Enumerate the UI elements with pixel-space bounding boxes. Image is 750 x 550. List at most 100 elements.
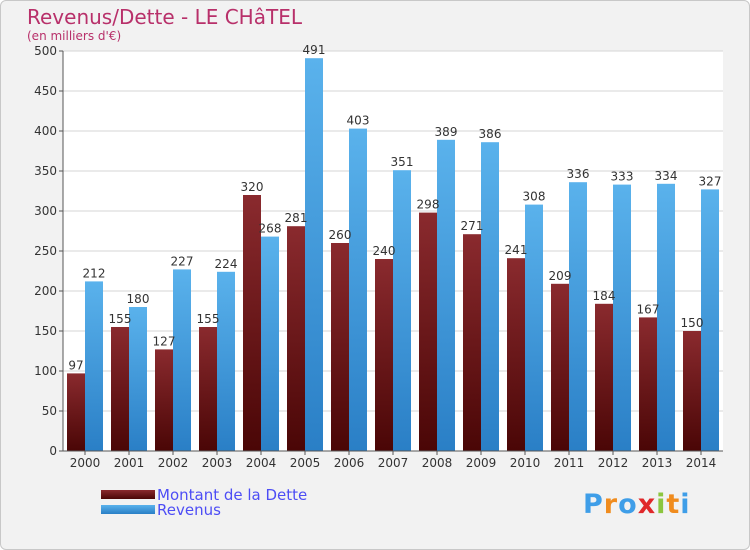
bar-revenus (173, 269, 191, 451)
x-tick-label: 2011 (554, 456, 585, 470)
bar-dette (111, 327, 129, 451)
logo-letter: i (680, 489, 691, 520)
x-tick-label: 2013 (642, 456, 673, 470)
x-tick-label: 2012 (598, 456, 629, 470)
bar-revenus (393, 170, 411, 451)
bar-revenus (569, 182, 587, 451)
bar-dette (507, 258, 525, 451)
bar-revenus (437, 139, 455, 452)
data-label-revenus: 386 (479, 127, 502, 141)
y-tick-label: 200 (34, 284, 57, 298)
data-label-dette: 281 (285, 211, 308, 225)
logo-letter: t (666, 489, 681, 520)
x-tick-label: 2000 (70, 456, 101, 470)
bar-revenus (613, 184, 631, 451)
y-tick-label: 500 (34, 44, 57, 58)
bars-group (67, 58, 719, 452)
bar-dette (639, 317, 657, 451)
data-label-dette: 241 (505, 243, 528, 257)
data-label-revenus: 227 (171, 254, 194, 268)
bar-dette (199, 327, 217, 451)
data-label-revenus: 334 (655, 169, 678, 183)
data-label-dette: 260 (329, 228, 352, 242)
x-tick-label: 2003 (202, 456, 233, 470)
bar-dette (595, 303, 613, 451)
data-label-revenus: 308 (523, 190, 546, 204)
chart-subtitle: (en milliers d'€) (27, 29, 122, 43)
x-tick-label: 2006 (334, 456, 365, 470)
bar-dette (155, 349, 173, 451)
bar-dette (683, 331, 701, 451)
bar-revenus (701, 189, 719, 451)
logo-letter: o (618, 489, 638, 520)
bar-revenus (85, 281, 103, 451)
data-label-dette: 150 (681, 316, 704, 330)
bar-revenus (525, 204, 543, 451)
legend-swatch-revenus (101, 505, 155, 514)
bar-dette (67, 373, 85, 451)
data-label-dette: 320 (241, 180, 264, 194)
bar-revenus (657, 183, 675, 452)
bar-dette (331, 243, 349, 451)
data-label-dette: 184 (593, 289, 616, 303)
bar-revenus (481, 142, 499, 451)
y-tick-label: 250 (34, 244, 57, 258)
data-label-revenus: 389 (435, 125, 458, 139)
bar-dette (287, 226, 305, 451)
bar-revenus (129, 307, 147, 451)
data-label-revenus: 351 (391, 155, 414, 169)
data-label-revenus: 180 (127, 292, 150, 306)
legend-label-revenus: Revenus (157, 501, 221, 519)
axes-group: 0 50 100 150 200 250 300 350 400 450 500 2000 2001 20… (34, 44, 723, 470)
logo-letter: r (603, 489, 619, 520)
y-tick-label: 150 (34, 324, 57, 338)
bar-dette (551, 283, 569, 451)
y-tick-label: 100 (34, 364, 57, 378)
bar-revenus (305, 58, 323, 451)
legend-label-dette: Montant de la Dette (157, 486, 308, 504)
x-tick-label: 2009 (466, 456, 497, 470)
data-label-dette: 240 (373, 244, 396, 258)
logo-letter: P (583, 489, 604, 520)
x-tick-label: 2014 (686, 456, 717, 470)
data-label-revenus: 212 (83, 266, 106, 280)
y-tick-label: 0 (49, 444, 57, 458)
x-tick-label: 2004 (246, 456, 277, 470)
y-tick-label: 50 (42, 404, 57, 418)
bar-revenus (217, 271, 235, 451)
x-tick-label: 2002 (158, 456, 189, 470)
data-label-revenus: 491 (303, 43, 326, 57)
bar-revenus (349, 128, 367, 451)
logo-letter: x (637, 489, 657, 520)
data-label-revenus: 268 (259, 222, 282, 236)
bar-dette (419, 212, 437, 451)
data-label-revenus: 327 (699, 174, 722, 188)
data-label-dette: 155 (197, 312, 220, 326)
data-label-revenus: 403 (347, 114, 370, 128)
x-tick-label: 2010 (510, 456, 541, 470)
data-label-dette: 167 (637, 302, 660, 316)
data-label-dette: 127 (153, 334, 176, 348)
logo-letter: i (656, 489, 667, 520)
bar-dette (463, 234, 481, 451)
y-tick-label: 300 (34, 204, 57, 218)
data-label-revenus: 336 (567, 167, 590, 181)
x-tick-label: 2001 (114, 456, 145, 470)
y-tick-label: 400 (34, 124, 57, 138)
x-tick-label: 2008 (422, 456, 453, 470)
x-tick-label: 2007 (378, 456, 409, 470)
bar-dette (375, 259, 393, 451)
legend-swatch-dette (101, 490, 155, 499)
data-label-dette: 209 (549, 269, 572, 283)
data-label-dette: 271 (461, 219, 484, 233)
y-tick-label: 450 (34, 84, 57, 98)
data-label-dette: 155 (109, 312, 132, 326)
data-label-revenus: 224 (215, 257, 238, 271)
data-label-dette: 298 (417, 198, 440, 212)
bar-revenus (261, 236, 279, 451)
proxiti-logo: Proxiti (583, 489, 691, 520)
y-tick-label: 350 (34, 164, 57, 178)
